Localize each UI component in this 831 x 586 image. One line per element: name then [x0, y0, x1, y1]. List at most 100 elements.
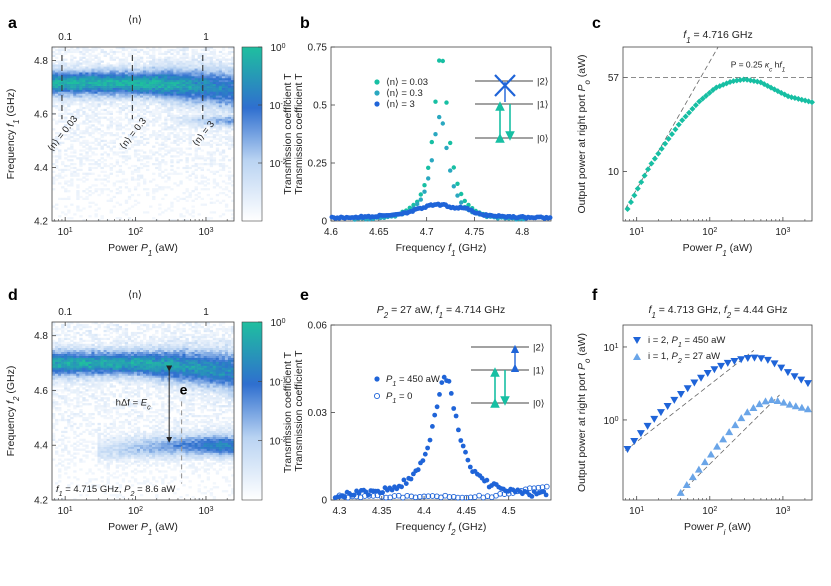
- heatmap-cell: [146, 157, 150, 160]
- heatmap-cell: [85, 416, 89, 420]
- heatmap-cell: [67, 337, 71, 341]
- heatmap-cell: [155, 345, 159, 349]
- heatmap-cell: [161, 93, 165, 96]
- heatmap-cell: [218, 163, 223, 166]
- heatmap-cell: [182, 207, 186, 210]
- heatmap-cell: [221, 77, 226, 81]
- heatmap-cell: [152, 411, 156, 414]
- heatmap-cell: [206, 188, 211, 191]
- heatmap-cell: [130, 446, 135, 449]
- heatmap-cell: [221, 99, 226, 102]
- heatmap-cell: [191, 211, 195, 214]
- heatmap-cell: [197, 79, 201, 83]
- heatmap-cell: [67, 323, 71, 327]
- heatmap-cell: [130, 170, 135, 173]
- heatmap-cell: [164, 120, 168, 123]
- heatmap-cell: [155, 379, 159, 382]
- heatmap-cell: [155, 359, 159, 362]
- heatmap-cell: [106, 460, 110, 463]
- heatmap-cell: [121, 375, 126, 378]
- heatmap-cell: [227, 122, 232, 125]
- heatmap-cell: [103, 381, 107, 384]
- heatmap-cell: [112, 424, 116, 428]
- heatmap-cell: [112, 151, 116, 154]
- heatmap-cell: [218, 108, 223, 112]
- heatmap-cell: [158, 143, 162, 146]
- heatmap-cell: [212, 87, 217, 90]
- heatmap-cell: [133, 52, 138, 56]
- heatmap-cell: [176, 64, 180, 67]
- heatmap-cell: [94, 335, 98, 339]
- heatmap-cell: [176, 47, 180, 50]
- heatmap-cell: [112, 153, 116, 156]
- heatmap-cell: [158, 66, 162, 69]
- heatmap-cell: [61, 337, 65, 341]
- heatmap-cell: [155, 393, 159, 396]
- heatmap-cell: [103, 151, 107, 154]
- heatmap-cell: [136, 93, 141, 96]
- heatmap-cell: [149, 151, 153, 154]
- heatmap-cell: [103, 452, 107, 455]
- heatmap-cell: [64, 331, 68, 335]
- heatmap-cell: [109, 428, 113, 432]
- heatmap-cell: [127, 458, 132, 461]
- heatmap-cell: [170, 91, 174, 94]
- heatmap-cell: [152, 456, 156, 459]
- heatmap-cell: [158, 367, 162, 370]
- heatmap-cell: [88, 155, 92, 158]
- heatmap-cell: [167, 81, 171, 85]
- heatmap-cell: [106, 99, 110, 102]
- heatmap-cell: [133, 64, 138, 67]
- heatmap-cell: [127, 81, 132, 85]
- heatmap-cell: [133, 48, 138, 52]
- heatmap-cell: [170, 149, 174, 152]
- heatmap-cell: [106, 345, 110, 349]
- heatmap-cell: [224, 108, 229, 112]
- heatmap-cell: [130, 335, 135, 339]
- heatmap-cell: [212, 120, 217, 123]
- heatmap-cell: [155, 351, 159, 354]
- heatmap-cell: [185, 188, 189, 191]
- heatmap-cell: [158, 116, 162, 119]
- heatmap-cell: [52, 178, 56, 181]
- heatmap-cell: [55, 52, 59, 56]
- heatmap-cell: [139, 448, 144, 451]
- heatmap-cell: [152, 367, 156, 370]
- heatmap-cell: [103, 371, 107, 374]
- heatmap-cell: [161, 440, 165, 443]
- heatmap-cell: [73, 343, 77, 347]
- heatmap-cell: [200, 155, 204, 158]
- heatmap-cell: [161, 436, 165, 439]
- heatmap-cell: [94, 203, 98, 206]
- heatmap-cell: [124, 351, 129, 354]
- heatmap-cell: [227, 124, 232, 127]
- heatmap-cell: [100, 397, 104, 400]
- heatmap-cell: [91, 452, 95, 455]
- heatmap-cell: [139, 403, 144, 406]
- heatmap-cell: [185, 199, 189, 202]
- heatmap-cell: [67, 50, 71, 54]
- heatmap-cell: [70, 343, 74, 347]
- heatmap-cell: [127, 349, 132, 352]
- heatmap-cell: [212, 178, 217, 181]
- heatmap-cell: [146, 118, 150, 121]
- heatmap-cell: [139, 339, 144, 343]
- heatmap-cell: [133, 188, 138, 191]
- heatmap-cell: [203, 120, 207, 123]
- heatmap-cell: [82, 371, 86, 374]
- heatmap-cell: [127, 79, 132, 83]
- heatmap-cell: [139, 371, 144, 374]
- heatmap-cell: [70, 76, 74, 79]
- heatmap-cell: [73, 357, 77, 360]
- heatmap-cell: [61, 367, 65, 370]
- heatmap-cell: [179, 64, 183, 67]
- heatmap-cell: [230, 56, 235, 59]
- heatmap-cell: [149, 357, 153, 360]
- heatmap-cell: [73, 355, 77, 358]
- heatmap-cell: [221, 130, 226, 133]
- heatmap-cell: [112, 379, 116, 382]
- heatmap-cell: [182, 116, 186, 119]
- heatmap-cell: [106, 337, 110, 341]
- heatmap-cell: [194, 147, 198, 150]
- heatmap-cell: [73, 77, 77, 81]
